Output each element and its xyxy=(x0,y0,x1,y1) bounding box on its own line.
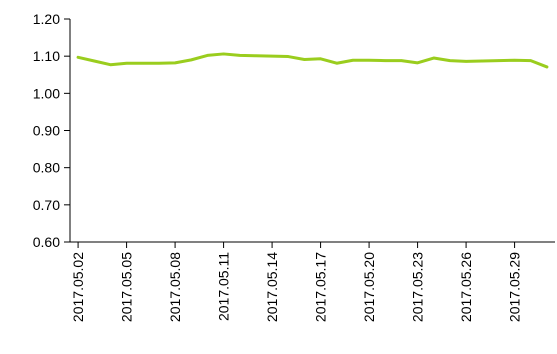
data-point xyxy=(497,59,500,62)
data-point xyxy=(157,62,161,65)
data-point xyxy=(319,57,322,60)
data-point xyxy=(76,56,80,59)
plot-area: 0.60 0.70 0.80 0.90 1.00 1.10 1.20 2017.05.02 20… xyxy=(33,11,555,322)
data-point xyxy=(206,54,209,57)
data-point xyxy=(287,55,290,58)
data-point xyxy=(109,63,112,66)
y-tick-label: 1.10 xyxy=(33,48,60,64)
data-point xyxy=(351,59,355,62)
data-point xyxy=(335,62,338,65)
data-point xyxy=(173,61,177,65)
data-point xyxy=(141,62,144,65)
data-point xyxy=(416,61,419,65)
y-tick-label: 1.00 xyxy=(33,85,60,101)
x-tick-label: 2017.05.11 xyxy=(216,252,232,321)
x-tick-label: 2017.05.26 xyxy=(458,252,474,322)
x-tick-label: 2017.05.08 xyxy=(167,252,183,322)
data-point xyxy=(481,59,484,63)
data-point xyxy=(367,59,371,62)
data-point xyxy=(400,59,403,62)
x-tick-label: 2017.05.29 xyxy=(507,252,523,322)
data-point xyxy=(464,60,468,63)
x-tick-label: 2017.05.23 xyxy=(410,252,426,322)
data-point xyxy=(432,56,435,60)
data-point xyxy=(513,59,516,62)
x-tick-label: 2017.05.05 xyxy=(119,252,135,322)
data-point xyxy=(93,59,96,63)
series-line xyxy=(76,52,549,69)
x-tick-label: 2017.05.02 xyxy=(70,252,86,322)
x-tick-label: 2017.05.17 xyxy=(313,252,329,322)
y-tick-label: 0.90 xyxy=(33,123,60,139)
y-tick-label: 0.60 xyxy=(33,234,60,250)
data-point xyxy=(125,62,128,65)
data-point xyxy=(270,54,274,58)
data-point xyxy=(238,54,241,57)
y-tick-label: 0.80 xyxy=(33,160,60,176)
x-tick-label: 2017.05.20 xyxy=(361,252,377,322)
data-point xyxy=(545,65,549,69)
data-point xyxy=(303,58,306,61)
data-point xyxy=(222,52,225,56)
data-point xyxy=(384,59,387,62)
y-tick-label: 0.70 xyxy=(33,197,60,213)
x-tick-label: 2017.05.14 xyxy=(264,252,280,322)
data-point xyxy=(448,59,452,62)
data-point xyxy=(254,54,258,57)
y-tick-label: 1.20 xyxy=(33,11,60,27)
data-point xyxy=(529,59,532,62)
data-point xyxy=(190,58,193,62)
